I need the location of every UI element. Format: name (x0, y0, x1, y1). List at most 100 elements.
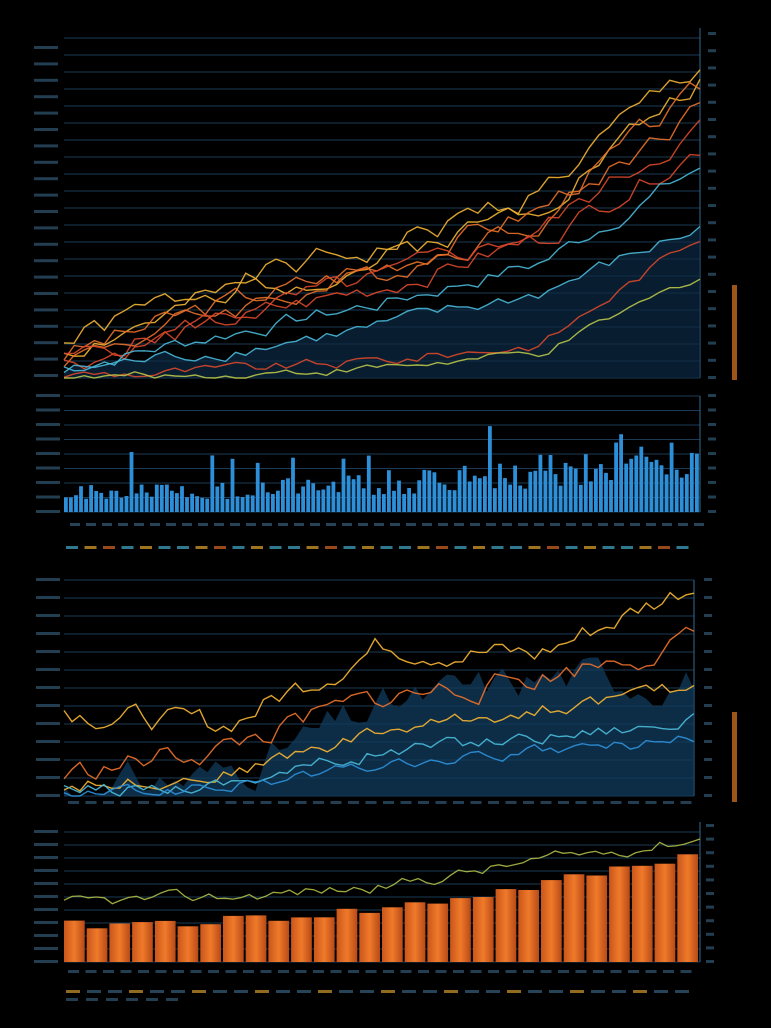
middle-series-line-5 (63, 735, 695, 797)
legend-entry (108, 990, 122, 993)
legend-entry (232, 546, 245, 549)
legend-entry (255, 990, 269, 993)
x-tick-label (523, 970, 534, 973)
volume-bar (341, 458, 346, 512)
legend-entry (510, 546, 522, 549)
x-tick-label (540, 970, 552, 973)
volume-bar (331, 481, 336, 512)
x-tick-label (406, 523, 416, 526)
x-tick-label (134, 523, 144, 526)
volume-bar (684, 474, 689, 512)
tick-label (708, 290, 716, 293)
volume-y-ticks-right (708, 394, 716, 513)
volume-bar (129, 452, 134, 512)
middle-series-line-3 (63, 683, 695, 792)
tick-label (34, 46, 58, 49)
tick-label (34, 960, 58, 963)
volume-bar (407, 488, 411, 512)
bottom-bar (200, 924, 221, 962)
volume-bar (361, 488, 366, 512)
volume-bar (306, 479, 311, 512)
volume-bar (568, 466, 573, 512)
x-tick-label (68, 801, 79, 804)
volume-bar (154, 484, 159, 512)
tick-label (34, 78, 58, 82)
legend-entry (570, 990, 584, 993)
volume-bar (472, 475, 477, 512)
x-tick-label (374, 523, 384, 526)
legend-entry (84, 546, 97, 549)
x-tick-label (630, 523, 640, 526)
volume-bar (493, 488, 497, 512)
x-tick-label (418, 970, 429, 973)
volume-bar (215, 486, 220, 512)
legend-entry (547, 546, 559, 549)
legend-entry (103, 546, 115, 549)
volume-bar (437, 482, 442, 512)
tick-label (706, 932, 714, 936)
x-tick-label (342, 523, 352, 526)
x-tick-label (575, 801, 587, 804)
volume-bar (695, 453, 699, 512)
volume-bar (220, 482, 225, 512)
x-tick-label (593, 970, 604, 973)
bottom-bar (359, 912, 380, 962)
x-tick-label (610, 801, 622, 804)
tick-label (706, 824, 714, 827)
tick-label (36, 740, 60, 743)
middle-series-line-2 (63, 626, 695, 781)
tick-label (36, 686, 60, 689)
x-tick-label (678, 523, 688, 526)
x-tick-label (662, 523, 672, 526)
volume-bar (467, 481, 472, 512)
x-tick-label (663, 970, 674, 973)
volume-bar (351, 479, 356, 512)
tick-label (708, 376, 716, 379)
legend-entry (591, 990, 605, 993)
tick-label (36, 437, 60, 441)
bottom-bar (154, 920, 176, 962)
volume-bar (200, 497, 205, 512)
legend-entry (633, 990, 647, 993)
top-series-line-1 (63, 69, 701, 344)
tick-label (34, 324, 58, 328)
tick-label (708, 255, 716, 259)
bottom-bar (223, 915, 244, 962)
x-tick-label (523, 801, 534, 804)
volume-bar (139, 484, 144, 512)
tick-label (34, 111, 58, 115)
volume-bar (265, 492, 270, 512)
tick-label (706, 878, 714, 882)
bottom-y-ticks-right (706, 824, 714, 963)
x-tick-label (70, 523, 80, 526)
tick-label (708, 152, 716, 156)
legend-entry (612, 990, 626, 993)
legend-entry (436, 546, 448, 549)
tick-label (36, 596, 60, 599)
volume-bar (377, 488, 381, 512)
legend-entry (146, 998, 158, 1001)
tick-label (708, 423, 716, 426)
x-tick-label (534, 523, 544, 526)
legend-entry (343, 546, 356, 549)
tick-label (34, 292, 58, 295)
x-tick-label (365, 801, 377, 804)
tick-label (704, 740, 712, 743)
volume-bar (543, 470, 548, 512)
tick-label (36, 758, 60, 761)
bottom-bar (268, 920, 290, 962)
tick-label (706, 960, 714, 963)
tick-label (708, 32, 716, 35)
bottom-bar (177, 926, 199, 962)
x-tick-label (208, 801, 219, 804)
x-tick-label (225, 801, 237, 804)
volume-bar (528, 471, 533, 512)
tick-label (36, 668, 60, 671)
legend-entry (150, 990, 164, 993)
x-tick-label (103, 970, 114, 973)
x-tick-label (550, 523, 560, 526)
x-tick-label (453, 970, 464, 973)
volume-bar (629, 458, 634, 512)
bottom-bar (132, 922, 153, 962)
volume-bar (240, 497, 245, 512)
